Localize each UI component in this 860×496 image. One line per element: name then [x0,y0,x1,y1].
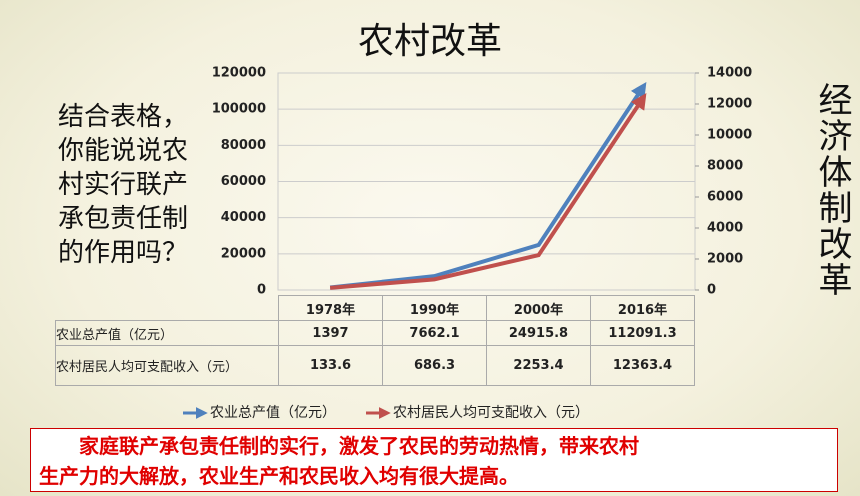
table-row-header: 农业总产值（亿元） [55,320,279,346]
table-corner [55,295,279,321]
y2-tick-label: 4000 [707,221,743,236]
table-row: 农村居民人均可支配收入（元） 133.6 686.3 2253.4 12363.4 [55,345,695,386]
table-value: 686.3 [382,345,487,386]
table-value: 24915.8 [486,320,591,346]
table-category: 1978年 [278,295,383,321]
table-value: 12363.4 [590,345,695,386]
question: 结合表格， 你能说说农村实行联产承包责任制的作用吗？ [58,100,188,270]
y-tick-label: 60000 [221,174,266,189]
slide-title: 农村改革 [357,21,502,62]
table-value: 1397 [278,320,383,346]
y-tick-label: 100000 [212,102,266,117]
question-line: 的作用吗？ [58,238,189,268]
y2-tick-label: 10000 [707,128,752,143]
table-value: 7662.1 [382,320,487,346]
y-tick-label: 0 [257,283,266,298]
question-line: 承包责任制 [58,204,189,234]
y2-tick-label: 2000 [707,252,743,267]
y2-tick-label: 14000 [707,66,752,81]
conclusion-line: 家庭联产承包责任制的实行，激发了农民的劳动热情，带来农村 [79,434,639,458]
series-line [329,93,647,290]
table-header-row: 1978年 1990年 2000年 2016年 [55,295,695,321]
table-value: 2253.4 [486,345,591,386]
side-text: 经济体制改革 [812,82,852,298]
y-tick-label: 40000 [221,210,266,225]
y2-tick-label: 8000 [707,159,743,174]
y-tick-label: 20000 [221,246,266,261]
table-category: 2000年 [486,295,591,321]
y2-tick-label: 6000 [707,190,743,205]
question-line: 你能说说农 [58,136,189,166]
table-category: 2016年 [590,295,695,321]
data-table: 1978年 1990年 2000年 2016年 农业总产值（亿元） 1397 7662.1 2… [55,295,695,386]
conclusion-line: 生产力的大解放，农业生产和农民收入均有很大提高。 [39,464,519,488]
y-tick-label: 80000 [221,138,266,153]
conclusion-box: 家庭联产承包责任制的实行，激发了农民的劳动热情，带来农村生产力的大解放，农业生产… [30,428,838,492]
legend-label: 农村居民人均可支配收入（元） [393,405,589,421]
y2-tick-label: 0 [707,283,716,298]
table-row-header: 农村居民人均可支配收入（元） [55,345,279,386]
y2-tick-label: 12000 [707,97,752,112]
question-line: 村实行联产 [58,170,189,200]
question-line: 结合表格， [58,102,189,132]
table-row: 农业总产值（亿元） 1397 7662.1 24915.8 112091.3 [55,320,695,346]
table-value: 112091.3 [590,320,695,346]
table-category: 1990年 [382,295,487,321]
series-line [329,81,647,290]
legend-label: 农业总产值（亿元） [210,405,336,421]
y-tick-label: 120000 [212,66,266,81]
table-value: 133.6 [278,345,383,386]
